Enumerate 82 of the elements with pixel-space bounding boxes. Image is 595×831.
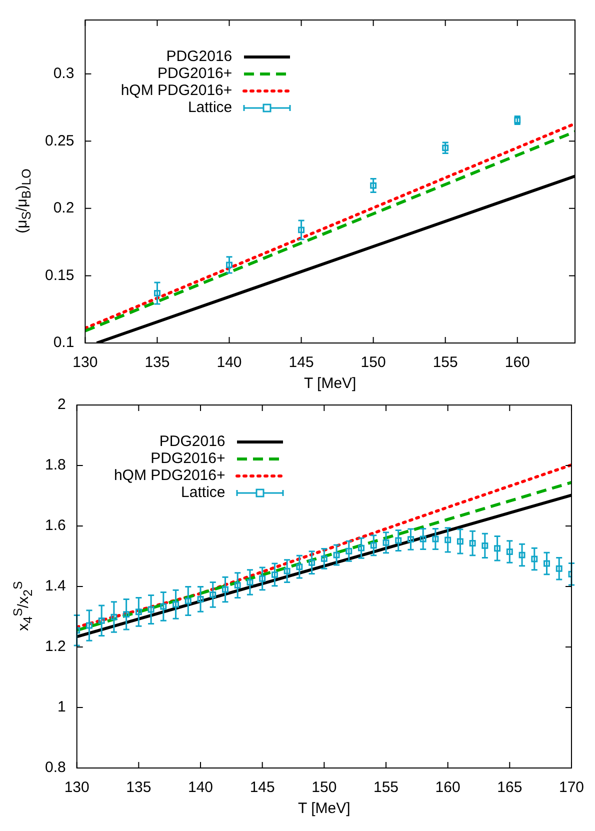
point [408,536,414,543]
point [197,596,204,602]
point [296,564,303,570]
x-tick-label: 130 [64,779,90,796]
point [382,539,390,546]
point [442,144,449,152]
y-tick-label: 1.4 [44,578,66,595]
point [358,544,364,552]
legend-label: PDG2016 [166,48,232,65]
point [160,603,167,610]
y-tick-label: 0.25 [44,132,74,150]
legend-label: hQM PDG2016+ [114,467,226,484]
point [184,598,192,604]
point [123,611,130,618]
point [469,540,476,546]
point [298,226,305,234]
legend-label: hQM PDG2016+ [120,82,232,99]
point [420,536,426,542]
y-tick-label: 0.15 [44,266,74,284]
x-tick-label: 140 [216,354,242,372]
x-axis-title: T [MeV] [304,375,356,392]
point [432,536,439,542]
point [148,606,154,613]
x-tick-label: 160 [435,779,460,796]
x-tick-label: 155 [432,354,458,372]
point [556,565,562,572]
legend-label: PDG2016+ [150,450,226,467]
point [370,542,377,549]
point [531,556,538,562]
y-tick-label: 1.2 [44,638,66,656]
x-tick-label: 150 [312,779,337,796]
point [506,548,513,555]
legend-label: Lattice [188,99,232,116]
point [544,560,550,567]
x-tick-label: 170 [558,779,584,796]
point [222,586,228,593]
legend-label: PDG2016+ [158,65,232,82]
x-tick-label: 165 [497,779,522,796]
point [395,537,402,544]
x-tick-label: 145 [250,779,275,796]
point [444,536,452,544]
point [370,182,377,189]
point [346,548,352,554]
x-axis-title: T [MeV] [298,800,350,818]
point [154,290,160,296]
y-tick-label: 0.2 [53,200,74,217]
x-tick-label: 155 [373,779,399,796]
point [226,262,232,268]
point [271,571,278,578]
x-tick-label: 140 [188,779,214,796]
y-tick-label: 0.3 [53,64,74,82]
point [110,614,118,620]
y-tick-label: 1.8 [44,456,66,474]
point [210,591,216,598]
point [246,579,254,586]
x-tick-label: 160 [504,354,530,372]
point [333,552,340,558]
y-tick-label: 1.6 [44,517,66,534]
point [259,575,266,582]
y-tick-label: 2 [58,396,66,414]
y-tick-label: 0.8 [44,759,66,776]
y-tick-label: 0.1 [53,334,74,352]
point [284,568,290,574]
point [320,555,328,562]
point [518,552,526,558]
point [98,617,105,624]
point [494,545,501,552]
point [482,542,488,549]
x-tick-label: 135 [144,354,170,372]
legend-label: Lattice [181,484,226,501]
point [308,559,316,566]
x-tick-label: 145 [288,354,314,372]
x-tick-label: 135 [126,779,152,796]
x-tick-label: 150 [360,354,386,372]
legend-label: PDG2016 [159,433,226,450]
point [234,582,241,589]
point [135,608,142,616]
y-tick-label: 1 [58,698,66,716]
point [172,601,180,608]
point [86,622,92,629]
point [456,538,464,545]
x-tick-label: 130 [72,354,98,372]
